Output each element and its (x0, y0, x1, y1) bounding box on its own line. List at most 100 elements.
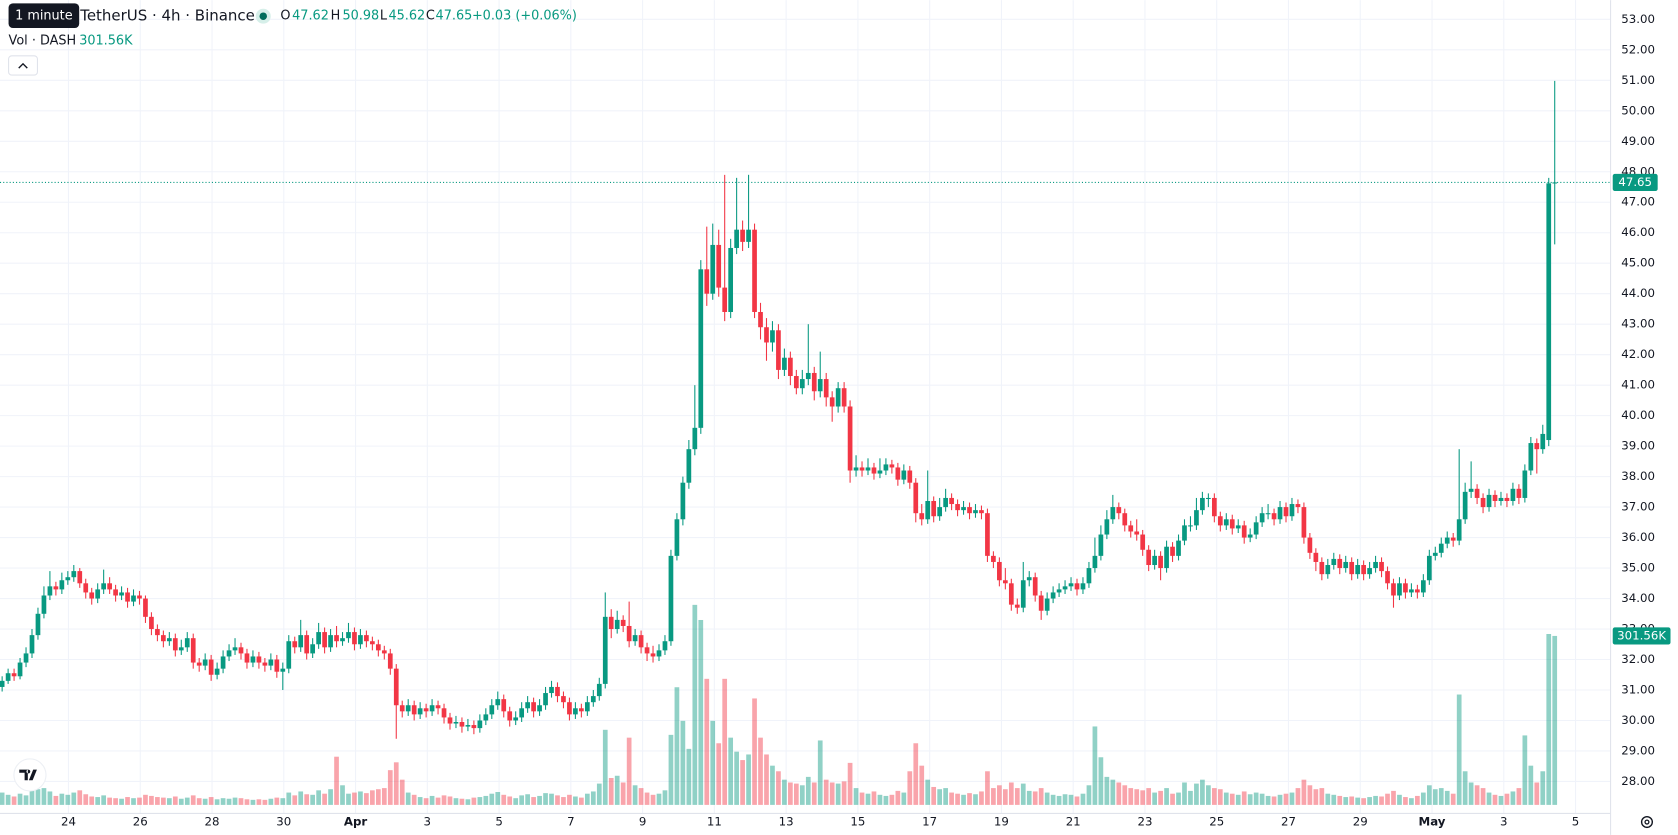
volume-bar (925, 779, 931, 805)
volume-bar (973, 794, 978, 805)
candle-body (184, 638, 190, 648)
volume-bar (1379, 796, 1384, 805)
volume-bar (1289, 792, 1295, 805)
volume-bar (89, 796, 95, 805)
y-tick-label: 37.00 (1621, 500, 1655, 514)
logo-badge[interactable] (13, 758, 47, 792)
volume-bar (435, 797, 441, 805)
tv-logo[interactable] (13, 758, 47, 792)
volume-bar (829, 782, 835, 805)
collapse-icon[interactable] (18, 62, 28, 69)
settings-icon[interactable] (1640, 815, 1654, 829)
volume-bar (686, 748, 692, 805)
volume-bar (387, 770, 393, 805)
volume-bar (1343, 797, 1349, 805)
volume-bar (1391, 790, 1396, 805)
candle-body (262, 662, 268, 666)
last-volume-label: 301.56K (1617, 628, 1666, 642)
volume-bar (561, 797, 566, 805)
candle-body (626, 625, 632, 642)
volume-bar (256, 799, 262, 805)
volume-bar (196, 798, 202, 805)
candle-body (101, 583, 107, 590)
candle-body (465, 725, 471, 727)
candle-body (71, 571, 77, 578)
candle-body (919, 513, 925, 520)
y-tick-label: 29.00 (1621, 743, 1655, 757)
volume-bar (1516, 788, 1522, 805)
candle-body (1044, 598, 1050, 611)
volume-bar (1313, 789, 1319, 805)
candle-body (507, 711, 513, 721)
volume-bar (1277, 794, 1283, 805)
candle-body (943, 497, 948, 508)
candle-body (722, 287, 728, 312)
candle-body (53, 586, 59, 590)
settings-icon-center[interactable] (1644, 819, 1650, 825)
logo-mark[interactable] (19, 769, 37, 781)
candle-body (1026, 577, 1032, 581)
y-tick-label: 52.00 (1621, 42, 1655, 56)
volume-bar (1176, 792, 1181, 805)
candle-body (680, 482, 686, 520)
volume-bar (17, 793, 23, 805)
volume-bar (943, 788, 948, 805)
candle-body (1110, 507, 1116, 520)
candle-body (1032, 577, 1038, 596)
candle-body (1498, 497, 1504, 501)
x-tick-label: 28 (205, 815, 220, 829)
candle-body (137, 595, 142, 599)
volume-bar (835, 783, 841, 805)
candle-body (304, 635, 310, 654)
candle-body (656, 650, 662, 657)
volume-bar (513, 798, 519, 805)
volume-bar (692, 604, 698, 805)
candle-body (1128, 525, 1134, 532)
candle-body (95, 589, 101, 599)
candle-body (178, 647, 184, 651)
candle-body (764, 327, 769, 343)
volume-bar (1307, 785, 1313, 805)
y-tick-label: 51.00 (1621, 73, 1655, 87)
volume-bar (113, 798, 118, 805)
candle-body (29, 635, 35, 654)
volume-bar (471, 797, 477, 805)
collapse-button-box[interactable] (8, 55, 38, 76)
volume-bar (501, 794, 507, 805)
volume-bar (674, 687, 680, 805)
candle-body (477, 720, 483, 729)
volume-bar (161, 797, 166, 805)
volume-bar (584, 793, 590, 805)
candle-body (543, 693, 548, 706)
candle-body (1146, 549, 1152, 566)
volume-bar (1432, 789, 1438, 805)
volume-bar (638, 788, 644, 805)
candle-body (411, 705, 417, 715)
volume-bar (280, 798, 286, 805)
y-tick-label: 35.00 (1621, 561, 1655, 575)
volume-bar (178, 798, 184, 805)
volume-bar (5, 794, 11, 805)
settings-button[interactable] (1640, 815, 1654, 829)
volume-bar (83, 794, 89, 805)
volume-bar (1265, 795, 1271, 805)
volume-bar (1170, 793, 1175, 805)
collapse-button[interactable] (8, 55, 38, 76)
candle-body (991, 555, 996, 562)
candle-body (346, 632, 351, 639)
volume-bar (119, 798, 124, 805)
candle-body (1253, 522, 1259, 535)
candle-body (196, 662, 202, 666)
candle-body (220, 656, 226, 669)
candle-body (489, 705, 495, 715)
ohlc-label: O (280, 9, 290, 24)
candle-body (1068, 583, 1074, 587)
candle-body (1420, 580, 1426, 593)
ohlc-label: L (380, 9, 388, 24)
candle-body (985, 513, 990, 556)
candle-body (1534, 443, 1540, 450)
volume-bar (405, 792, 411, 805)
candle-body (1176, 540, 1181, 556)
candle-body (1008, 583, 1014, 605)
volume-bar (0, 792, 5, 805)
